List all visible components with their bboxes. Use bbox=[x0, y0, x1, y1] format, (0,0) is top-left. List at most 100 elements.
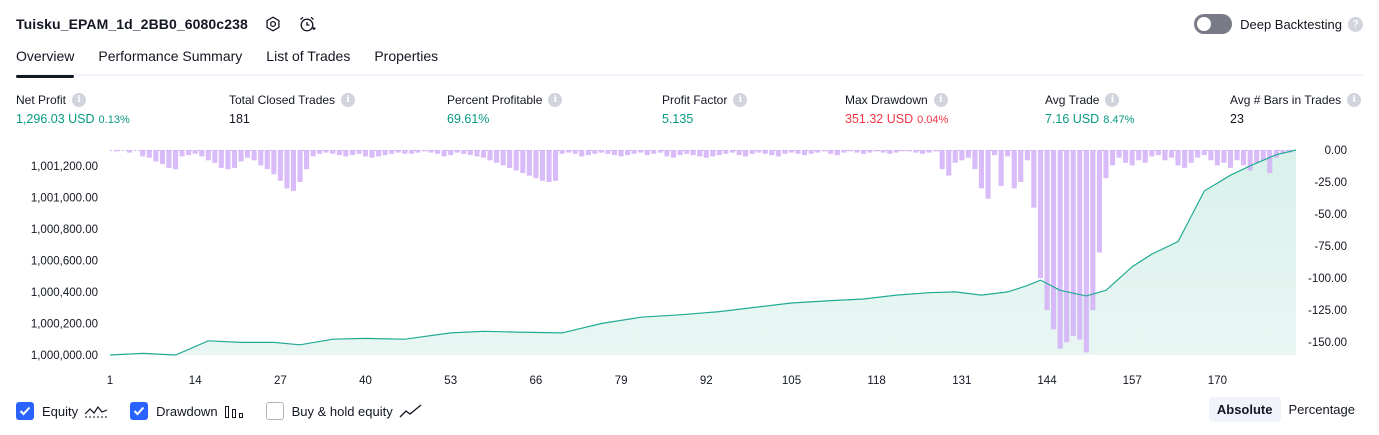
drawdown-bar bbox=[428, 150, 434, 153]
y-right-tick-label: -50.00 bbox=[1314, 209, 1347, 221]
buy-hold-checkbox[interactable] bbox=[265, 402, 284, 420]
metric-percent: 0.13% bbox=[98, 114, 130, 126]
x-tick-label: 131 bbox=[952, 375, 971, 387]
drawdown-bar bbox=[1136, 150, 1142, 161]
drawdown-bar bbox=[520, 150, 526, 174]
drawdown-bar bbox=[1247, 150, 1253, 171]
drawdown-bar bbox=[1083, 150, 1089, 353]
drawdown-bar bbox=[605, 150, 611, 154]
legend-label: Buy & hold equity bbox=[291, 403, 393, 419]
tab-properties[interactable]: Properties bbox=[374, 48, 439, 64]
metric-label: Net Profit bbox=[16, 93, 67, 107]
legend-drawdown[interactable]: Drawdown bbox=[130, 402, 243, 420]
y-left-tick-label: 1,001,000.00 bbox=[31, 192, 98, 204]
strategy-title: Tuisku_EPAM_1d_2BB0_6080c238 bbox=[16, 16, 248, 32]
drawdown-bars-icon bbox=[224, 403, 244, 419]
drawdown-bar bbox=[1162, 150, 1168, 161]
x-tick-label: 105 bbox=[782, 375, 801, 387]
drawdown-bar bbox=[978, 150, 984, 189]
deep-backtesting-label: Deep Backtesting bbox=[1240, 16, 1342, 32]
drawdown-bar bbox=[572, 150, 578, 154]
drawdown-bar bbox=[395, 150, 401, 153]
info-icon[interactable]: i bbox=[1105, 93, 1120, 107]
drawdown-bar bbox=[657, 150, 663, 153]
drawdown-bar bbox=[277, 150, 283, 181]
drawdown-bar bbox=[893, 150, 899, 153]
scale-mode-switch: Absolute Percentage bbox=[1208, 397, 1363, 422]
x-tick-label: 118 bbox=[867, 375, 885, 387]
drawdown-bar bbox=[1064, 150, 1070, 343]
toggle-knob bbox=[1197, 17, 1212, 31]
alarm-clock-plus-icon[interactable] bbox=[298, 15, 316, 33]
drawdown-bar bbox=[756, 150, 762, 153]
drawdown-bar bbox=[1031, 150, 1037, 208]
drawdown-bar bbox=[317, 150, 323, 154]
drawdown-bar bbox=[965, 150, 971, 158]
drawdown-bar bbox=[913, 150, 919, 153]
info-icon[interactable]: i bbox=[1347, 93, 1362, 107]
drawdown-bar bbox=[349, 150, 355, 156]
drawdown-bar bbox=[415, 150, 421, 153]
mode-absolute-button[interactable]: Absolute bbox=[1208, 397, 1281, 422]
info-icon[interactable]: i bbox=[341, 93, 356, 107]
drawdown-bar bbox=[952, 150, 958, 163]
drawdown-bar bbox=[166, 150, 172, 168]
drawdown-bar bbox=[775, 150, 781, 157]
help-icon[interactable]: ? bbox=[1348, 16, 1363, 32]
info-icon[interactable]: i bbox=[72, 93, 87, 107]
metric-label: Profit Factor bbox=[662, 93, 728, 107]
tab-list-of-trades[interactable]: List of Trades bbox=[266, 48, 351, 64]
drawdown-bar bbox=[494, 150, 500, 163]
drawdown-bar bbox=[861, 150, 867, 154]
drawdown-bar bbox=[127, 150, 133, 153]
drawdown-bar bbox=[834, 150, 840, 156]
drawdown-bar bbox=[762, 150, 768, 154]
metric-avg-trade: Avg Trade i 7.16 USD 8.47% bbox=[1045, 93, 1134, 126]
drawdown-bar bbox=[513, 150, 519, 171]
drawdown-bar bbox=[1090, 150, 1096, 311]
drawdown-bar bbox=[959, 150, 965, 161]
tab-overview[interactable]: Overview bbox=[16, 44, 75, 78]
drawdown-bar bbox=[343, 150, 349, 157]
deep-backtesting-toggle[interactable] bbox=[1194, 14, 1233, 34]
drawdown-bar bbox=[598, 150, 604, 153]
tab-bar: Overview Performance Summary List of Tra… bbox=[16, 44, 1363, 78]
drawdown-bar bbox=[782, 150, 788, 154]
y-right-tick-label: -100.00 bbox=[1308, 273, 1347, 285]
drawdown-bar bbox=[1227, 150, 1233, 168]
metric-value: 1,296.03 USD bbox=[16, 112, 95, 126]
drawdown-bar bbox=[487, 150, 493, 161]
info-icon[interactable]: i bbox=[733, 93, 748, 107]
drawdown-checkbox[interactable] bbox=[130, 402, 149, 420]
drawdown-bar bbox=[251, 150, 257, 161]
drawdown-bar bbox=[1123, 150, 1129, 163]
x-tick-label: 92 bbox=[700, 375, 713, 387]
drawdown-bar bbox=[585, 150, 591, 156]
info-icon[interactable]: i bbox=[933, 93, 948, 107]
info-icon[interactable]: i bbox=[548, 93, 563, 107]
metric-label: Avg # Bars in Trades bbox=[1230, 93, 1342, 107]
y-right-tick-label: 0.00 bbox=[1325, 145, 1347, 157]
drawdown-bar bbox=[559, 150, 565, 154]
gear-icon[interactable] bbox=[264, 15, 282, 33]
equity-checkbox[interactable] bbox=[16, 402, 34, 420]
tab-performance-summary[interactable]: Performance Summary bbox=[98, 48, 243, 64]
drawdown-bar bbox=[1168, 150, 1174, 158]
legend-label: Drawdown bbox=[156, 403, 218, 419]
drawdown-bar bbox=[173, 150, 179, 170]
drawdown-bar bbox=[1188, 150, 1194, 163]
legend-buy-hold[interactable]: Buy & hold equity bbox=[265, 402, 423, 420]
drawdown-bar bbox=[205, 150, 211, 161]
drawdown-bar bbox=[677, 150, 683, 156]
x-tick-label: 27 bbox=[274, 375, 287, 387]
drawdown-bar bbox=[926, 150, 932, 153]
drawdown-bar bbox=[1175, 150, 1181, 166]
metric-percent: 0.04% bbox=[917, 114, 949, 126]
legend-equity[interactable]: Equity bbox=[16, 402, 108, 420]
legend-label: Equity bbox=[42, 403, 79, 419]
mode-percentage-button[interactable]: Percentage bbox=[1288, 402, 1356, 417]
drawdown-bar bbox=[467, 150, 473, 156]
drawdown-bar bbox=[1096, 150, 1102, 253]
equity-drawdown-chart[interactable]: 1,001,200.00 1,001,000.00 1,000,800.00 1,00… bbox=[0, 140, 1379, 392]
drawdown-bar bbox=[566, 150, 572, 153]
